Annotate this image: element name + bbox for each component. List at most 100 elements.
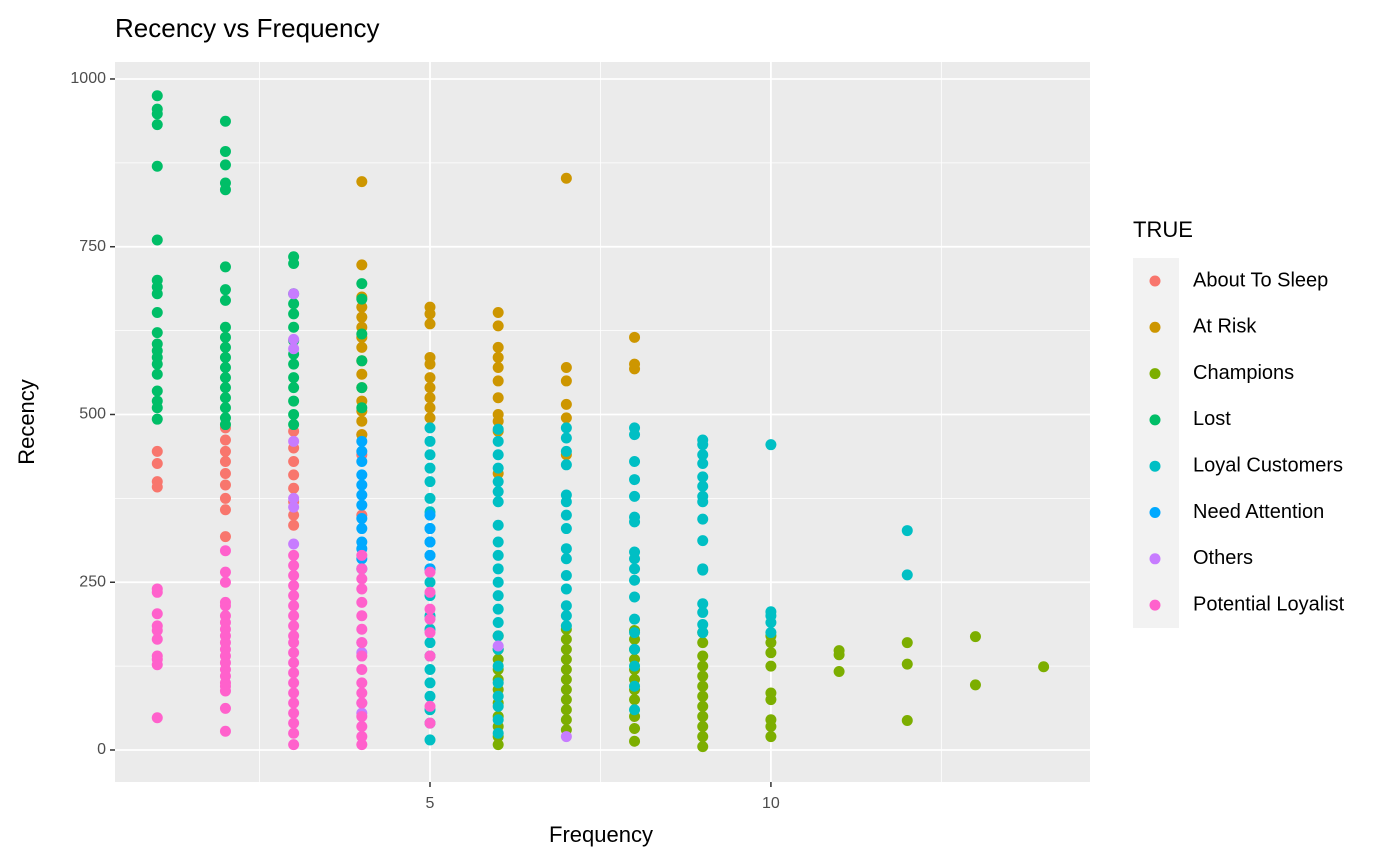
point [424, 734, 436, 746]
point [629, 563, 641, 575]
point [492, 392, 504, 404]
y-tick-label: 750 [79, 238, 106, 255]
point [697, 637, 709, 649]
point [492, 435, 504, 447]
point [356, 368, 368, 380]
point [219, 284, 231, 296]
point [288, 308, 300, 320]
y-axis-title: Recency [14, 379, 39, 465]
point [697, 670, 709, 682]
point [356, 583, 368, 595]
point [288, 707, 300, 719]
point [629, 363, 641, 375]
point [629, 704, 641, 716]
point [356, 677, 368, 689]
point [356, 355, 368, 367]
point [901, 637, 913, 649]
point [288, 509, 300, 521]
point [356, 739, 368, 751]
point [288, 501, 300, 513]
point [424, 603, 436, 615]
point [629, 429, 641, 441]
point [901, 658, 913, 670]
point [560, 570, 572, 582]
point [697, 535, 709, 547]
point [560, 509, 572, 521]
point [1038, 661, 1050, 673]
point [288, 419, 300, 431]
point [697, 449, 709, 461]
point [560, 543, 572, 555]
point [219, 545, 231, 557]
point [356, 479, 368, 491]
point [492, 449, 504, 461]
point [560, 432, 572, 444]
point [219, 479, 231, 491]
point [219, 145, 231, 157]
point [356, 663, 368, 675]
point [151, 625, 163, 637]
point [219, 492, 231, 504]
y-tick-label: 500 [79, 406, 106, 423]
point [424, 358, 436, 370]
point [560, 375, 572, 387]
point [901, 714, 913, 726]
point [697, 680, 709, 692]
point [288, 288, 300, 300]
point [629, 455, 641, 467]
point [560, 643, 572, 655]
legend-key [1149, 414, 1161, 426]
point [492, 576, 504, 588]
legend-label: Need Attention [1193, 501, 1324, 523]
point [697, 480, 709, 492]
point [765, 616, 777, 628]
point [560, 553, 572, 565]
point [151, 288, 163, 300]
point [219, 434, 231, 446]
point [219, 331, 231, 343]
point [560, 459, 572, 471]
point [424, 449, 436, 461]
point [288, 358, 300, 370]
point [151, 119, 163, 131]
point [288, 687, 300, 699]
point [356, 489, 368, 501]
point [356, 341, 368, 353]
point [765, 439, 777, 451]
legend-title: TRUE [1133, 217, 1193, 242]
point [560, 633, 572, 645]
point [288, 657, 300, 669]
point [151, 90, 163, 102]
point [151, 608, 163, 620]
point [697, 710, 709, 722]
point [492, 714, 504, 726]
point [697, 690, 709, 702]
point [219, 702, 231, 714]
point [219, 445, 231, 457]
point [356, 328, 368, 340]
point [356, 650, 368, 662]
point [697, 471, 709, 483]
point [492, 660, 504, 672]
point [219, 392, 231, 404]
point [629, 490, 641, 502]
point [288, 667, 300, 679]
point [288, 739, 300, 751]
legend-label: Potential Loyalist [1193, 593, 1345, 615]
point [697, 598, 709, 610]
point [151, 659, 163, 671]
point [288, 610, 300, 622]
point [424, 422, 436, 434]
point [560, 684, 572, 696]
point [560, 445, 572, 457]
point [424, 476, 436, 488]
point [560, 714, 572, 726]
point [424, 663, 436, 675]
point [697, 650, 709, 662]
point [492, 603, 504, 615]
point [629, 516, 641, 528]
point [356, 563, 368, 575]
point [424, 566, 436, 578]
point [424, 627, 436, 639]
chart-title: Recency vs Frequency [115, 13, 379, 43]
